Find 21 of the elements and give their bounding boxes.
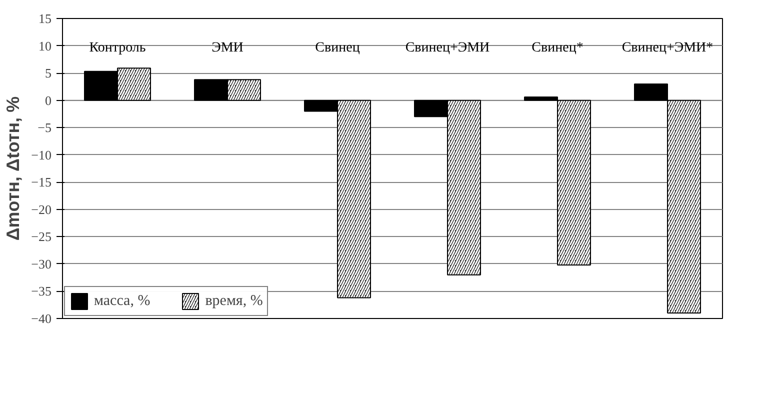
y-tick-label: 5 [45,66,52,81]
legend-label: время, % [205,292,263,310]
y-tick-label: −25 [31,229,52,244]
y-tick-label: −20 [31,202,52,217]
x-tick-label: Свинец+ЭМИ* [622,40,714,56]
y-tick-label: −40 [31,311,52,326]
x-tick-label: Свинец+ЭМИ [405,40,490,56]
y-tick-label: −5 [38,120,52,136]
y-axis-title: Δmотн, Δtотн, % [3,96,24,241]
y-tick-label: −30 [31,256,52,272]
y-tick-label: 15 [38,11,52,26]
y-tick-label: −35 [31,284,52,299]
x-tick-label: Контроль [89,40,146,56]
legend-label: масса, % [94,292,150,310]
y-tick-label: −10 [31,147,52,162]
x-tick-label: Свинец [315,40,360,56]
x-tick-label: ЭМИ [212,40,244,56]
y-tick-label: −15 [31,174,52,190]
x-tick-label: Свинец* [532,40,584,56]
y-tick-label: 10 [38,38,52,54]
y-tick-label: 0 [45,92,52,108]
